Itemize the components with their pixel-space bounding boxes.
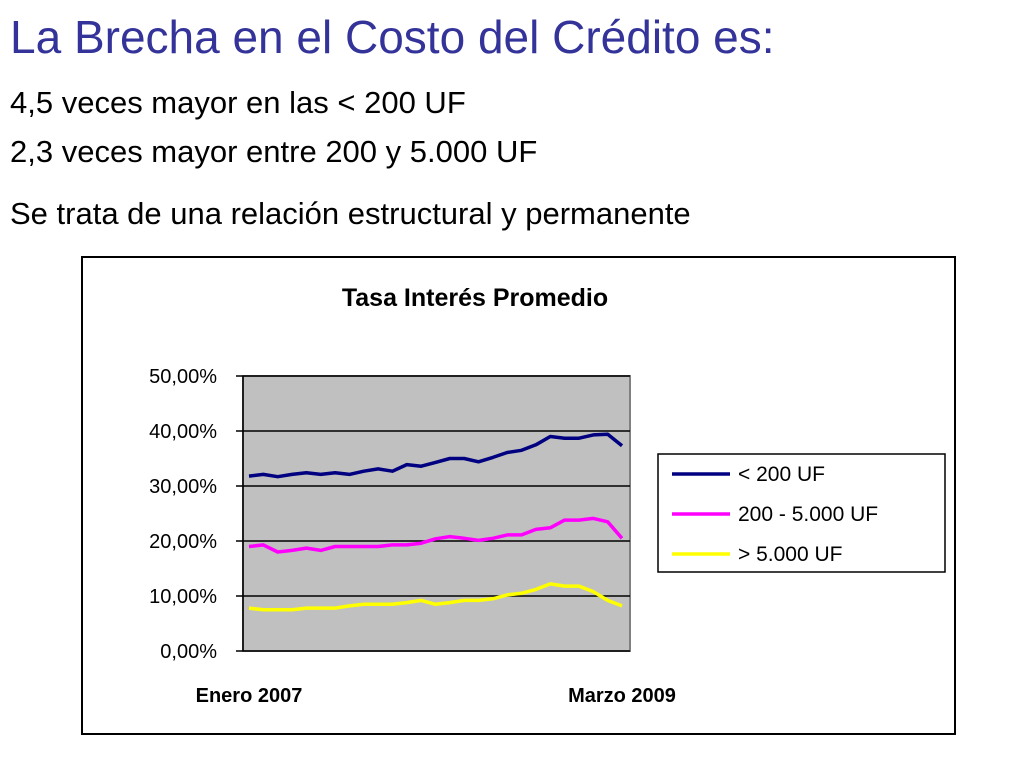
- y-tick-label: 50,00%: [149, 366, 217, 388]
- slide-line-1: 4,5 veces mayor en las < 200 UF: [10, 85, 466, 120]
- series-line-2: [248, 516, 624, 554]
- y-tick-label: 30,00%: [149, 476, 217, 498]
- slide-line-3: Se trata de una relación estructural y p…: [10, 196, 691, 231]
- y-tick-label: 10,00%: [149, 586, 217, 608]
- legend-label-1: < 200 UF: [738, 463, 825, 486]
- y-tick-label: 40,00%: [149, 421, 217, 443]
- chart-frame: Tasa Interés Promedio 0,00% 10,00% 20,00% 3…: [81, 256, 956, 735]
- slide-title: La Brecha en el Costo del Crédito es:: [10, 11, 775, 63]
- slide-line-2: 2,3 veces mayor entre 200 y 5.000 UF: [10, 134, 538, 169]
- x-tick-label: Marzo 2009: [568, 685, 676, 707]
- line-chart: Tasa Interés Promedio 0,00% 10,00% 20,00% 3…: [149, 284, 946, 707]
- legend-label-3: > 5.000 UF: [738, 543, 842, 566]
- y-tick-label: 20,00%: [149, 531, 217, 553]
- series-line-1: [248, 432, 624, 479]
- y-tick-label: 0,00%: [160, 641, 217, 663]
- series-line-3: [248, 582, 623, 612]
- x-tick-label: Enero 2007: [196, 685, 303, 707]
- legend-label-2: 200 - 5.000 UF: [738, 503, 878, 526]
- chart-title: Tasa Interés Promedio: [342, 284, 608, 312]
